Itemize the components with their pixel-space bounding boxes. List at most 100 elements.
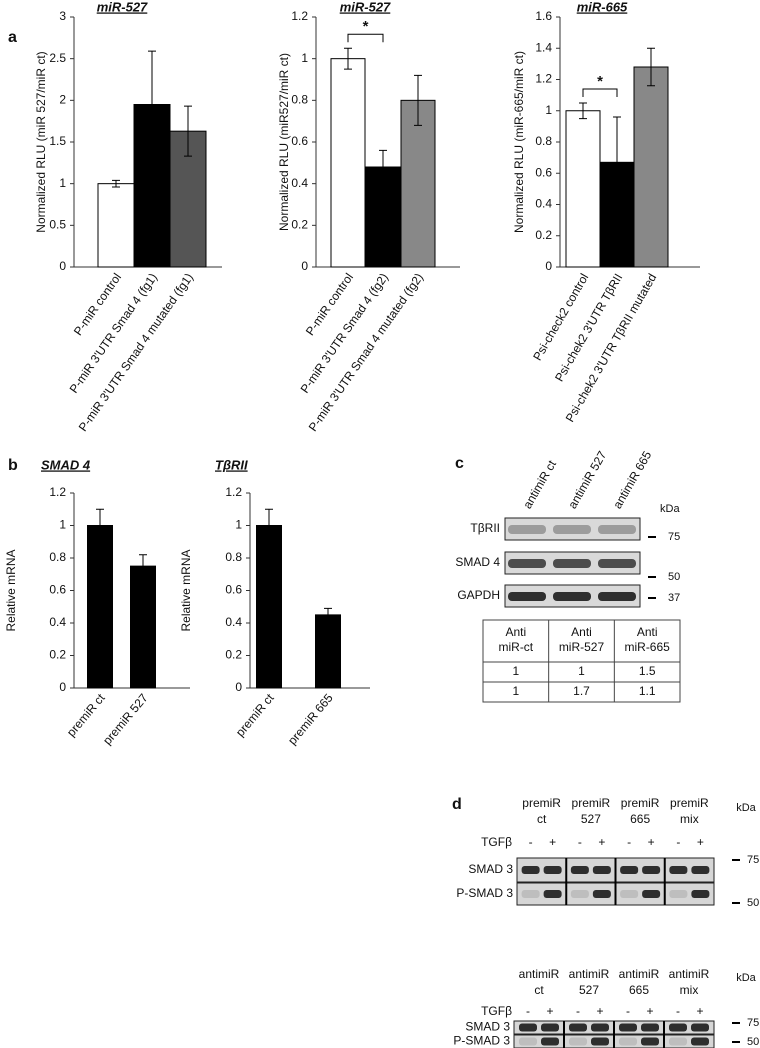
group-label: mix <box>680 812 699 826</box>
band <box>598 559 636 568</box>
band <box>592 890 611 898</box>
table-header: Anti <box>505 625 526 639</box>
y-tick-label: 0.5 <box>49 218 66 232</box>
band <box>619 1023 637 1032</box>
y-tick-label: 1 <box>301 51 308 65</box>
band <box>553 525 591 534</box>
chart-title: miR-527 <box>97 0 148 14</box>
table-cell: 1.7 <box>573 684 590 698</box>
group-label: ct <box>537 812 547 826</box>
x-tick-label: premiR 665 <box>285 691 336 748</box>
table-header: Anti <box>571 625 592 639</box>
bar <box>87 525 113 689</box>
band <box>569 1023 587 1032</box>
y-tick-label: 0.6 <box>225 583 242 597</box>
band <box>641 1023 659 1032</box>
band <box>691 866 710 874</box>
y-tick-label: 2.5 <box>49 51 66 65</box>
band <box>553 592 591 601</box>
y-tick-label: 1.6 <box>535 9 552 23</box>
y-tick-label: 1.2 <box>225 485 242 499</box>
chart-title: miR-527 <box>340 0 391 14</box>
error-bar <box>647 47 655 87</box>
treatment-level: + <box>546 1004 553 1018</box>
treatment-level: + <box>549 835 556 849</box>
marker-label: 50 <box>747 1036 759 1048</box>
significance-bracket <box>347 33 384 43</box>
group-label: antimiR <box>519 967 560 981</box>
error-bar <box>613 116 621 209</box>
y-tick-label: 0.6 <box>535 165 552 179</box>
y-tick-label: 1.2 <box>535 72 552 86</box>
y-tick-label: 0.8 <box>225 550 242 564</box>
y-axis-label: Relative mRNA <box>4 549 18 631</box>
y-tick-label: 1.2 <box>291 9 308 23</box>
panel-label: d <box>452 796 462 813</box>
treatment-level: - <box>576 1004 580 1018</box>
band <box>508 592 546 601</box>
row-label: P-SMAD 3 <box>453 1034 510 1048</box>
y-tick-label: 0.4 <box>535 197 552 211</box>
group-label: ct <box>534 983 544 997</box>
y-axis-label: Relative mRNA <box>179 549 193 631</box>
y-tick-label: 0.4 <box>291 176 308 190</box>
treatment-level: - <box>676 1004 680 1018</box>
group-label: 665 <box>629 983 649 997</box>
significance-label: * <box>597 73 603 90</box>
y-tick-label: 1.4 <box>535 40 552 54</box>
table-header: miR-527 <box>559 640 605 654</box>
y-tick-label: 1 <box>235 518 242 532</box>
x-tick-label: premiR ct <box>64 690 108 739</box>
table-cell: 1 <box>512 684 519 698</box>
treatment-level: - <box>578 835 582 849</box>
group-label: premiR <box>670 796 709 810</box>
row-label: SMAD 3 <box>468 862 513 876</box>
y-tick-label: 0.2 <box>49 648 66 662</box>
significance-label: * <box>363 18 369 35</box>
panel-label: b <box>8 457 18 474</box>
y-tick-label: 1.5 <box>49 134 66 148</box>
group-label: antimiR <box>569 967 610 981</box>
chart-title: miR-665 <box>577 0 628 14</box>
treatment-level: - <box>529 835 533 849</box>
y-tick-label: 0.6 <box>291 134 308 148</box>
band <box>569 1037 587 1046</box>
y-tick-label: 0 <box>59 259 66 273</box>
group-label: 527 <box>579 983 599 997</box>
table-cell: 1 <box>578 664 585 678</box>
row-label: P-SMAD 3 <box>456 886 513 900</box>
band <box>521 866 540 874</box>
treatment-label: TGFβ <box>481 835 512 849</box>
y-tick-label: 0.4 <box>225 615 242 629</box>
treatment-level: - <box>526 1004 530 1018</box>
treatment-level: + <box>648 835 655 849</box>
y-axis-label: Normalized RLU (miR-665/miR ct) <box>512 51 526 233</box>
error-bar <box>379 149 387 185</box>
table-cell: 1.1 <box>639 684 656 698</box>
band <box>519 1037 537 1046</box>
band <box>691 890 710 898</box>
band <box>669 890 688 898</box>
error-bar <box>414 74 422 126</box>
error-bar <box>96 508 104 543</box>
bar <box>330 58 366 268</box>
bar <box>256 525 282 689</box>
lane-label: antimiR 527 <box>565 448 609 511</box>
y-tick-label: 1 <box>59 518 66 532</box>
bar <box>565 110 601 268</box>
group-label: premiR <box>522 796 561 810</box>
band <box>619 1037 637 1046</box>
chart-title: SMAD 4 <box>41 457 91 472</box>
treatment-level: + <box>697 835 704 849</box>
x-tick-label: premiR 527 <box>100 691 151 748</box>
band <box>591 1037 609 1046</box>
band <box>570 890 589 898</box>
error-bar <box>579 102 587 120</box>
marker-label: 50 <box>668 571 680 583</box>
band <box>570 866 589 874</box>
unit-label: kDa <box>736 972 756 984</box>
group-label: antimiR <box>619 967 660 981</box>
treatment-level: + <box>598 835 605 849</box>
band <box>669 1037 687 1046</box>
y-tick-label: 1 <box>545 103 552 117</box>
